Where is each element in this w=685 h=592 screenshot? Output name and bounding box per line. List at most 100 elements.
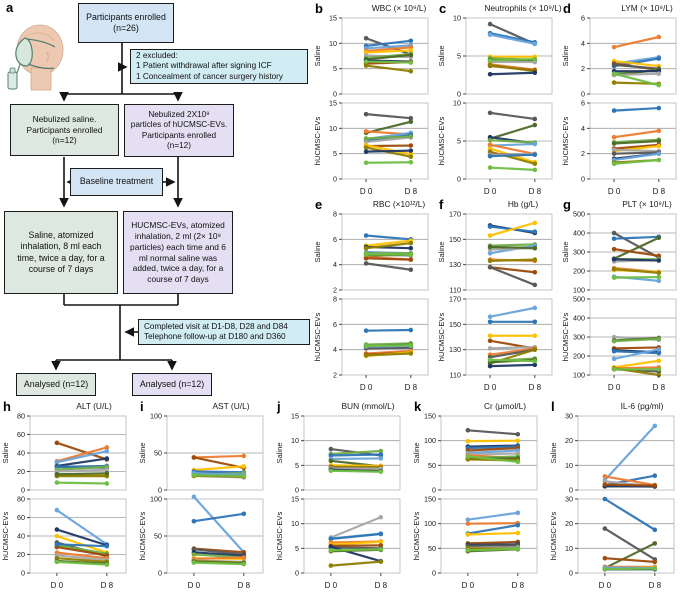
series-line (611, 347, 662, 362)
y-tick-label: 10 (329, 39, 337, 48)
x-tick-label: D 0 (360, 383, 373, 392)
y-tick-label: 6 (581, 15, 585, 23)
series-line (363, 63, 414, 74)
plot-border (341, 298, 429, 376)
series-line (602, 496, 658, 533)
y-tick-label: 80 (17, 495, 25, 504)
series-line (465, 530, 521, 537)
y-tick-label: 200 (573, 352, 585, 361)
subplot-saline: 0 5 10 Saline (437, 14, 553, 99)
subplot-hucmsc-evs: 0 5 10 15 hUCMSC-EVs D 0 D 8 (275, 495, 401, 590)
plot-border (341, 213, 429, 291)
panel-g: g PLT (× 10⁹/L) 100 200 300 400 500 Saline 100… (560, 196, 684, 394)
series-line (487, 110, 538, 122)
panel-title-h: ALT (U/L) (76, 401, 112, 411)
series-line (328, 531, 384, 542)
y-axis-label: Saline (549, 442, 558, 463)
y-tick-label: 0 (432, 569, 436, 578)
y-tick-label: 10 (329, 124, 337, 133)
y-tick-label: 50 (428, 544, 436, 553)
subplot-saline: 110 130 150 170 Saline (437, 210, 553, 295)
series-line (611, 34, 662, 50)
y-tick-label: 10 (565, 544, 573, 553)
y-tick-label: 200 (573, 267, 585, 276)
y-tick-label: 170 (449, 295, 461, 304)
series-line (487, 362, 538, 369)
panel-h: h ALT (U/L) 0 20 40 60 80 Saline 0 20 40 60 80 hUCM… (0, 398, 137, 592)
panel-e: e RBC (×10¹²/L) 2 4 6 8 Saline 2 4 6 8 hUCMSC-EVs… (312, 196, 436, 394)
panel-title-g: PLT (× 10⁹/L) (622, 199, 672, 209)
y-axis-label: Saline (1, 442, 10, 463)
y-tick-label: 400 (573, 314, 585, 323)
y-tick-label: 150 (449, 235, 461, 244)
series-line (611, 274, 662, 284)
y-axis-label: Saline (437, 45, 446, 66)
y-axis-label: hUCMSC-EVs (561, 313, 570, 362)
x-tick-label: D 0 (325, 581, 338, 590)
y-axis-label: hUCMSC-EVs (437, 117, 446, 166)
subplot-saline: 100 200 300 400 500 Saline (561, 210, 677, 295)
y-tick-label: 4 (581, 39, 585, 48)
chart-e: 2 4 6 8 Saline 2 4 6 8 hUCMSC-EVs D 0 D 8 (313, 210, 429, 392)
panel-letter-c: c (439, 1, 447, 16)
y-tick-label: 6 (333, 235, 337, 244)
y-tick-label: 5 (457, 137, 461, 146)
y-tick-label: 400 (573, 229, 585, 238)
series-line (487, 137, 538, 145)
subplot-hucmsc-evs: 0 2 4 6 hUCMSC-EVs D 0 D 8 (561, 99, 677, 196)
panel-letter-d: d (563, 1, 571, 16)
y-tick-label: 100 (424, 436, 436, 445)
y-axis-label: Saline (313, 241, 322, 262)
panel-letter-l: l (551, 399, 555, 414)
y-tick-label: 110 (450, 371, 461, 380)
series-line (54, 542, 110, 549)
x-tick-label: D 8 (238, 581, 251, 590)
y-tick-label: 8 (333, 211, 337, 219)
panel-f: f Hb (g/L) 110 130 150 170 Saline 110 130 150 17… (436, 196, 560, 394)
y-tick-label: 20 (565, 436, 573, 445)
series-line (487, 165, 538, 173)
y-tick-label: 100 (573, 371, 585, 380)
series-line (465, 454, 521, 465)
subplot-saline: 0 50 100 150 Saline (412, 412, 538, 495)
series-line (54, 471, 110, 477)
y-tick-label: 170 (449, 211, 461, 219)
chart-mount-b: 0 5 10 15 Saline 0 5 10 15 hUCMSC-EVs D 0 D 8 (312, 14, 436, 202)
chart-mount-j: 0 5 10 15 Saline 0 5 10 15 hUCMSC-EVs D 0 D 8 (274, 412, 411, 592)
series-line (465, 428, 521, 437)
series-line (363, 261, 414, 273)
y-tick-label: 30 (565, 413, 573, 421)
flow-box-saline-arm: Nebulized saline. Participants enrolled … (10, 104, 119, 156)
series-line (611, 71, 662, 88)
series-line (602, 555, 658, 565)
plot-border (303, 498, 401, 574)
panel-letter-i: i (140, 399, 144, 414)
y-tick-label: 0 (21, 486, 25, 495)
series-line (611, 348, 662, 356)
y-tick-label: 5 (295, 544, 299, 553)
series-line (54, 507, 110, 547)
panel-title-f: Hb (g/L) (507, 199, 539, 209)
series-line (465, 438, 521, 444)
y-tick-label: 40 (17, 532, 25, 541)
y-axis-label: hUCMSC-EVs (275, 512, 284, 561)
y-tick-label: 0 (457, 90, 461, 99)
chart-d: 0 2 4 6 Saline 0 2 4 6 hUCMSC-EVs D 0 D 8 (561, 14, 677, 196)
y-tick-label: 20 (565, 519, 573, 528)
y-tick-label: 0 (295, 486, 299, 495)
series-line (611, 157, 662, 167)
y-axis-label: Saline (437, 241, 446, 262)
series-line (363, 327, 414, 333)
series-line (487, 244, 538, 251)
y-tick-label: 0 (21, 569, 25, 578)
y-tick-label: 100 (150, 495, 162, 504)
y-tick-label: 20 (17, 550, 25, 559)
y-tick-label: 500 (573, 295, 585, 304)
y-tick-label: 15 (291, 413, 299, 421)
series-line (611, 256, 662, 263)
y-tick-label: 4 (333, 345, 337, 354)
chart-j: 0 5 10 15 Saline 0 5 10 15 hUCMSC-EVs D 0 D 8 (275, 412, 401, 590)
subplot-hucmsc-evs: 0 5 10 hUCMSC-EVs D 0 D 8 (437, 99, 553, 196)
series-line (487, 357, 538, 364)
